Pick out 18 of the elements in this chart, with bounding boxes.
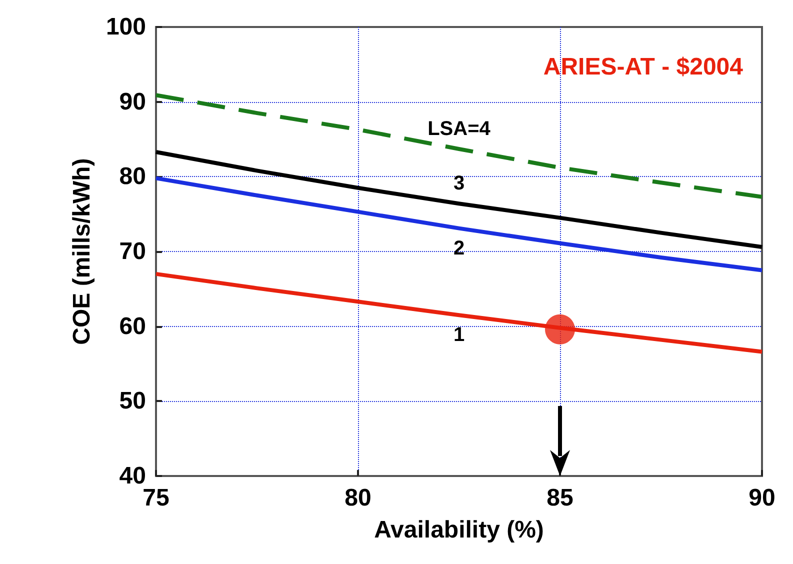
text: ARIES-AT - $2004	[543, 54, 744, 80]
x-tick-label: 85	[546, 484, 574, 512]
series-label: 2	[453, 237, 465, 260]
y-tick-label: 80	[119, 163, 146, 190]
line-series	[154, 272, 764, 354]
y-tick-label: 50	[119, 388, 146, 415]
y-tick-label: 90	[119, 88, 146, 116]
y-axis-title: COE (mills/kWh)	[68, 158, 96, 345]
y-tick-label: 70	[119, 238, 146, 265]
y-tick-label: 60	[119, 312, 146, 340]
series-label: LSA=4	[428, 118, 492, 140]
line-series	[154, 93, 764, 199]
y-tick-label: 100	[106, 14, 146, 40]
x-axis-title: Availability (%)	[374, 516, 544, 544]
series-label: 3	[453, 172, 465, 195]
x-tick-label: 80	[344, 484, 372, 512]
series-label: 1	[453, 324, 465, 346]
x-tick-label: 90	[748, 484, 776, 512]
